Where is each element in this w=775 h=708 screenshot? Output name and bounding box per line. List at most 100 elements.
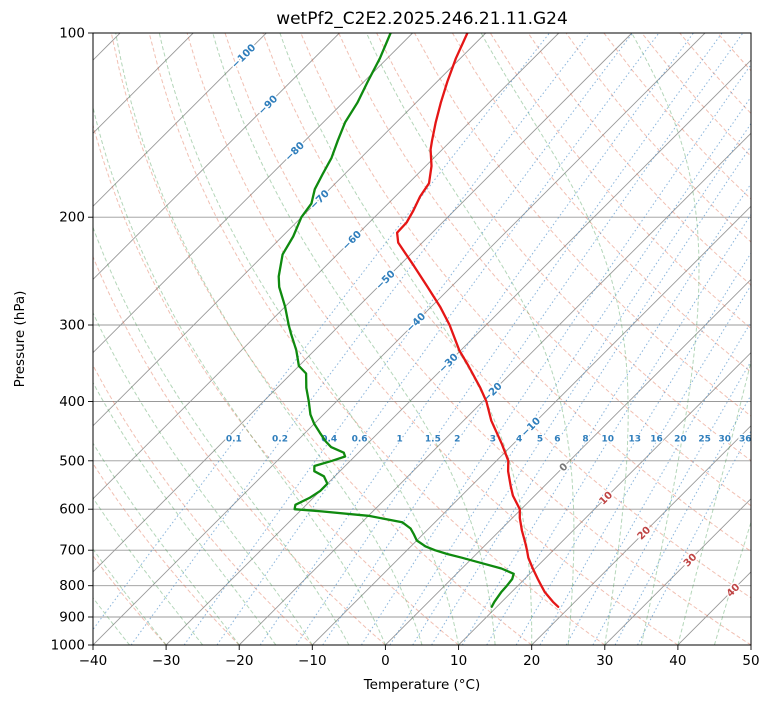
- isotherm-line: [93, 33, 633, 573]
- dry-adiabat-line: [338, 33, 751, 507]
- moist-adiabat-line: [93, 442, 240, 645]
- mixing-ratio-line: [216, 33, 660, 645]
- moist-adiabat-line: [713, 520, 751, 645]
- moist-adiabat-line: [279, 33, 533, 645]
- y-tick-label: 300: [59, 318, 85, 334]
- dry-adiabat-line: [93, 255, 386, 645]
- moist-adiabat-line: [212, 33, 496, 645]
- mixing-ratio-line: [412, 122, 751, 645]
- isotherm-label: −20: [481, 381, 505, 405]
- dry-adiabat-line: [679, 33, 751, 115]
- y-tick-label: 600: [59, 502, 85, 518]
- x-tick-label: 50: [742, 653, 759, 669]
- isotherm-line: [93, 33, 413, 354]
- isotherm-line: [311, 205, 751, 645]
- mixing-ratio-label: 16: [650, 435, 663, 445]
- moist-adiabat-line: [93, 311, 313, 645]
- mixing-ratio-label: 25: [698, 435, 711, 445]
- mixing-ratio-line: [431, 145, 751, 645]
- dry-adiabat-line: [93, 123, 459, 645]
- x-tick-label: 10: [450, 653, 467, 669]
- dry-adiabat-line: [224, 33, 751, 645]
- isotherm-label: −80: [283, 140, 307, 164]
- mixing-ratio-label: 0.1: [226, 435, 242, 445]
- mixing-ratio-label: 0.4: [321, 435, 337, 445]
- isotherm-label: −60: [341, 229, 365, 253]
- mixing-ratio-line: [637, 430, 751, 645]
- isotherm-label: 0: [558, 461, 571, 474]
- moist-adiabat-line: [93, 225, 350, 645]
- isotherm-label: −50: [374, 269, 398, 293]
- temperature-profile-line: [395, 33, 560, 608]
- mixing-ratio-label: 0.2: [272, 435, 288, 445]
- mixing-ratio-label: 0.6: [352, 435, 368, 445]
- x-axis-title: Temperature (°C): [363, 677, 481, 693]
- x-tick-label: 40: [669, 653, 686, 669]
- isotherm-line: [165, 59, 751, 645]
- dewpoint-profile-line: [277, 33, 515, 608]
- dry-adiabat-line: [93, 462, 240, 645]
- x-tick-label: −20: [225, 653, 254, 669]
- isotherm-label: 20: [636, 525, 654, 543]
- isotherm-line: [93, 33, 340, 281]
- dry-adiabat-line: [527, 33, 751, 286]
- mixing-ratio-line: [515, 252, 751, 645]
- dry-adiabat-line: [262, 33, 751, 599]
- profile-layer: [277, 33, 560, 608]
- x-tick-label: −30: [152, 653, 181, 669]
- isotherm-label: 10: [597, 490, 615, 508]
- plot-frame: [92, 32, 752, 646]
- mixing-ratio-label: 2: [454, 435, 460, 445]
- moist-adiabat-line: [480, 33, 629, 645]
- mixing-ratio-line: [592, 360, 751, 645]
- isotherm-line: [93, 33, 706, 645]
- isotherm-line: [93, 33, 487, 427]
- mixing-ratio-label: 36: [739, 435, 752, 445]
- chart-title: wetPf2_C2E2.2025.246.21.11.G24: [276, 9, 568, 29]
- moist-adiabat-line: [366, 33, 575, 645]
- dry-adiabat-line: [489, 33, 751, 330]
- mixing-ratio-label: 1: [396, 435, 402, 445]
- mixing-ratio-label: 20: [674, 435, 687, 445]
- x-tick-label: 20: [523, 653, 540, 669]
- isotherm-label: 40: [725, 582, 743, 600]
- x-tick-label: 0: [381, 653, 390, 669]
- mixing-ratio-label: 5: [537, 435, 543, 445]
- y-tick-label: 1000: [51, 638, 85, 654]
- isotherm-line: [458, 351, 751, 645]
- mixing-ratio-label: 4: [516, 435, 522, 445]
- isotherm-line: [93, 33, 194, 134]
- mixing-ratio-line: [93, 33, 550, 631]
- isotherm-line: [750, 644, 751, 645]
- mixing-ratio-line: [539, 284, 751, 645]
- moist-adiabat-line: [631, 33, 700, 645]
- dry-adiabat-line: [756, 33, 775, 645]
- moist-adiabat-line: [677, 359, 751, 645]
- mixing-ratio-line: [461, 182, 751, 645]
- y-tick-label: 800: [59, 578, 85, 594]
- moist-adiabat-line: [115, 33, 423, 645]
- x-tick-label: −10: [298, 653, 327, 669]
- y-tick-label: 200: [59, 210, 85, 226]
- grid-layer: [93, 33, 775, 645]
- axes-layer: −40 −30 −20 −10 0 10 20 30 40 5010020030040050060…: [51, 26, 760, 670]
- isotherm-line: [531, 425, 751, 645]
- x-tick-label: 30: [596, 653, 613, 669]
- isotherm-label: −100: [230, 42, 258, 70]
- isotherm-line: [93, 33, 560, 500]
- mixing-ratio-label: 8: [582, 435, 588, 445]
- mixing-ratio-line: [565, 321, 751, 645]
- y-tick-label: 900: [59, 610, 85, 626]
- y-axis-title: Pressure (hPa): [12, 290, 28, 388]
- mixing-ratio-label: 1.5: [425, 435, 441, 445]
- mixing-ratio-line: [259, 33, 694, 645]
- isotherm-line: [93, 33, 267, 207]
- moist-adiabat-line: [93, 596, 130, 645]
- mixing-ratio-line: [486, 213, 751, 645]
- isotherm-label: −90: [257, 94, 281, 118]
- dry-adiabat-line: [565, 33, 751, 243]
- mixing-ratio-line: [360, 63, 751, 645]
- isotherm-line: [385, 278, 751, 645]
